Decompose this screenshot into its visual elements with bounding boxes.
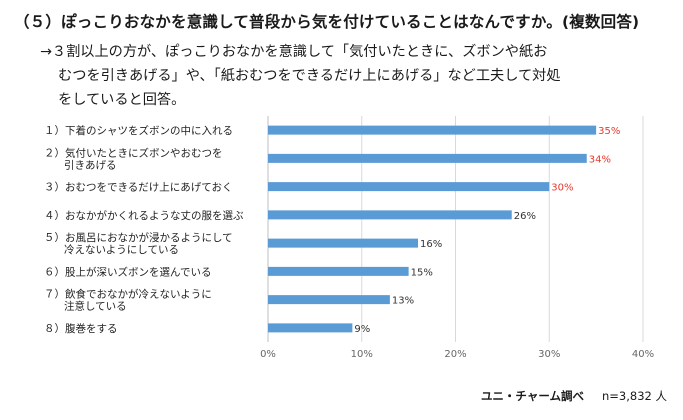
category-label: ７）飲食でおなかが冷えないように注意している (44, 288, 212, 313)
value-label: 26% (514, 211, 536, 222)
category-label: １）下着のシャツをズボンの中に入れる (44, 124, 233, 137)
source-label: ユニ・チャーム調べ (480, 389, 584, 403)
category-label-line: ３）おむつをできるだけ上にあげておく (44, 182, 232, 194)
bar (268, 153, 587, 163)
sample-size: n=3,832 人 (601, 389, 667, 403)
category-label-line: ５）お風呂におなかが浸かるようにして (44, 231, 233, 244)
category-label: ５）お風呂におなかが浸かるようにして冷えないようにしている (44, 231, 233, 256)
summary-line: むつを引きあげる」や、「紙おむつをできるだけ上にあげる」など工夫して対処 (58, 68, 561, 84)
question-title: （５）ぽっこりおなかを意識して普段から気を付けていることはなんですか。(複数回答… (14, 13, 640, 31)
bar (268, 266, 409, 276)
value-label: 13% (392, 296, 414, 307)
category-label-line: ８）腹巻をする (44, 322, 118, 335)
source-note: ユニ・チャーム調べ n=3,832 人 (481, 388, 667, 404)
x-tick-label: 30% (538, 349, 560, 360)
category-label: ６）股上が深いズボンを選んでいる (44, 265, 211, 278)
bar (268, 323, 353, 333)
category-label-line: ６）股上が深いズボンを選んでいる (44, 265, 211, 278)
bar (268, 125, 597, 135)
value-label: 16% (420, 239, 442, 250)
summary-line: をしていると回答。 (58, 92, 186, 108)
value-label: 15% (411, 267, 433, 278)
category-label: ２）気付いたときにズボンやおむつを引きあげる (44, 146, 223, 171)
bar (268, 238, 418, 248)
summary-line: →３割以上の方が、ぽっこりおなかを意識して「気付いたときに、ズボンや紙お (40, 44, 548, 60)
bar (268, 182, 550, 192)
bar (268, 295, 390, 305)
category-label: ４）おなかがかくれるような丈の服を選ぶ (44, 209, 244, 222)
summary-text: →３割以上の方が、ぽっこりおなかを意識して「気付いたときに、ズボンや紙お むつを… (40, 40, 561, 112)
category-label: ３）おむつをできるだけ上にあげておく (44, 182, 232, 194)
x-tick-label: 40% (632, 349, 654, 360)
value-label: 30% (551, 183, 573, 194)
category-label-line: 冷えないようにしている (64, 243, 179, 256)
value-label: 35% (598, 126, 620, 137)
category-label-line: ７）飲食でおなかが冷えないように (44, 288, 212, 301)
value-label: 34% (589, 154, 611, 165)
category-label-line: ４）おなかがかくれるような丈の服を選ぶ (44, 209, 244, 222)
category-label-line: ２）気付いたときにズボンやおむつを (44, 146, 223, 159)
category-label: ８）腹巻をする (44, 322, 118, 335)
x-tick-label: 0% (260, 349, 276, 360)
category-label-line: 注意している (64, 300, 127, 313)
x-tick-label: 20% (444, 349, 466, 360)
bar (268, 210, 512, 220)
category-label-line: １）下着のシャツをズボンの中に入れる (44, 124, 233, 137)
value-label: 9% (354, 324, 370, 335)
x-tick-label: 10% (351, 349, 373, 360)
category-label-line: 引きあげる (64, 158, 117, 171)
